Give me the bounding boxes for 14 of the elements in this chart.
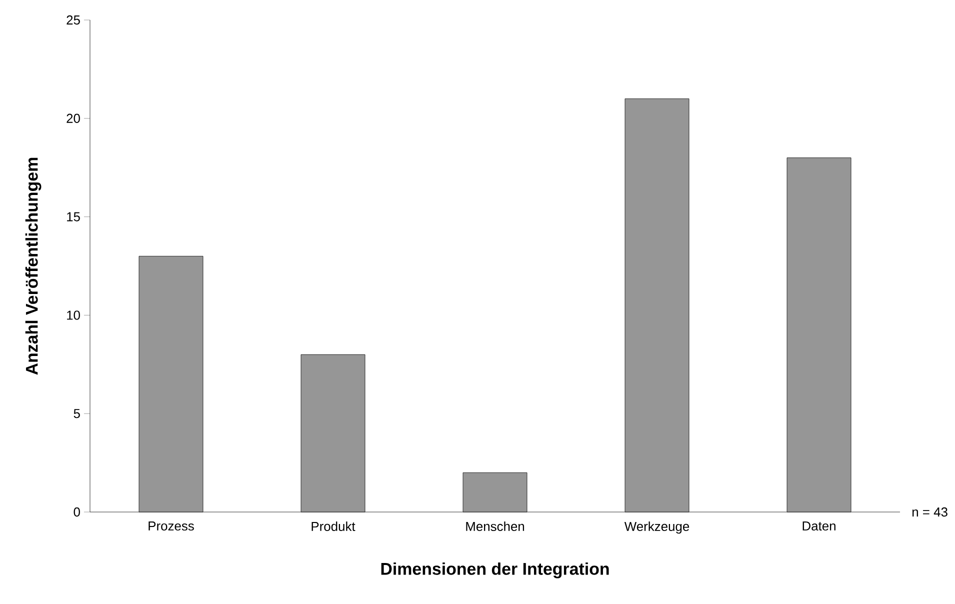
x-tick-label: Produkt [312, 522, 356, 532]
x-axis-title: Dimensionen der Integration [381, 562, 609, 578]
x-tick-label: Daten [802, 522, 836, 531]
y-tick-label: 20 [66, 114, 80, 123]
text: n = 43 [912, 507, 948, 517]
y-tick-label: 25 [66, 15, 80, 25]
x-tick-label: Prozess [148, 522, 194, 531]
y-tick-label: 0 [74, 507, 80, 517]
x-tick-label: Werkzeuge [624, 522, 690, 534]
y-tick-label: 15 [67, 212, 80, 222]
x-tick-label: Menschen [466, 522, 524, 532]
y-tick-label: 5 [74, 409, 80, 418]
y-tick-label: 10 [67, 310, 80, 320]
y-axis-title: Anzahl Veröffentlichungem [25, 158, 42, 375]
